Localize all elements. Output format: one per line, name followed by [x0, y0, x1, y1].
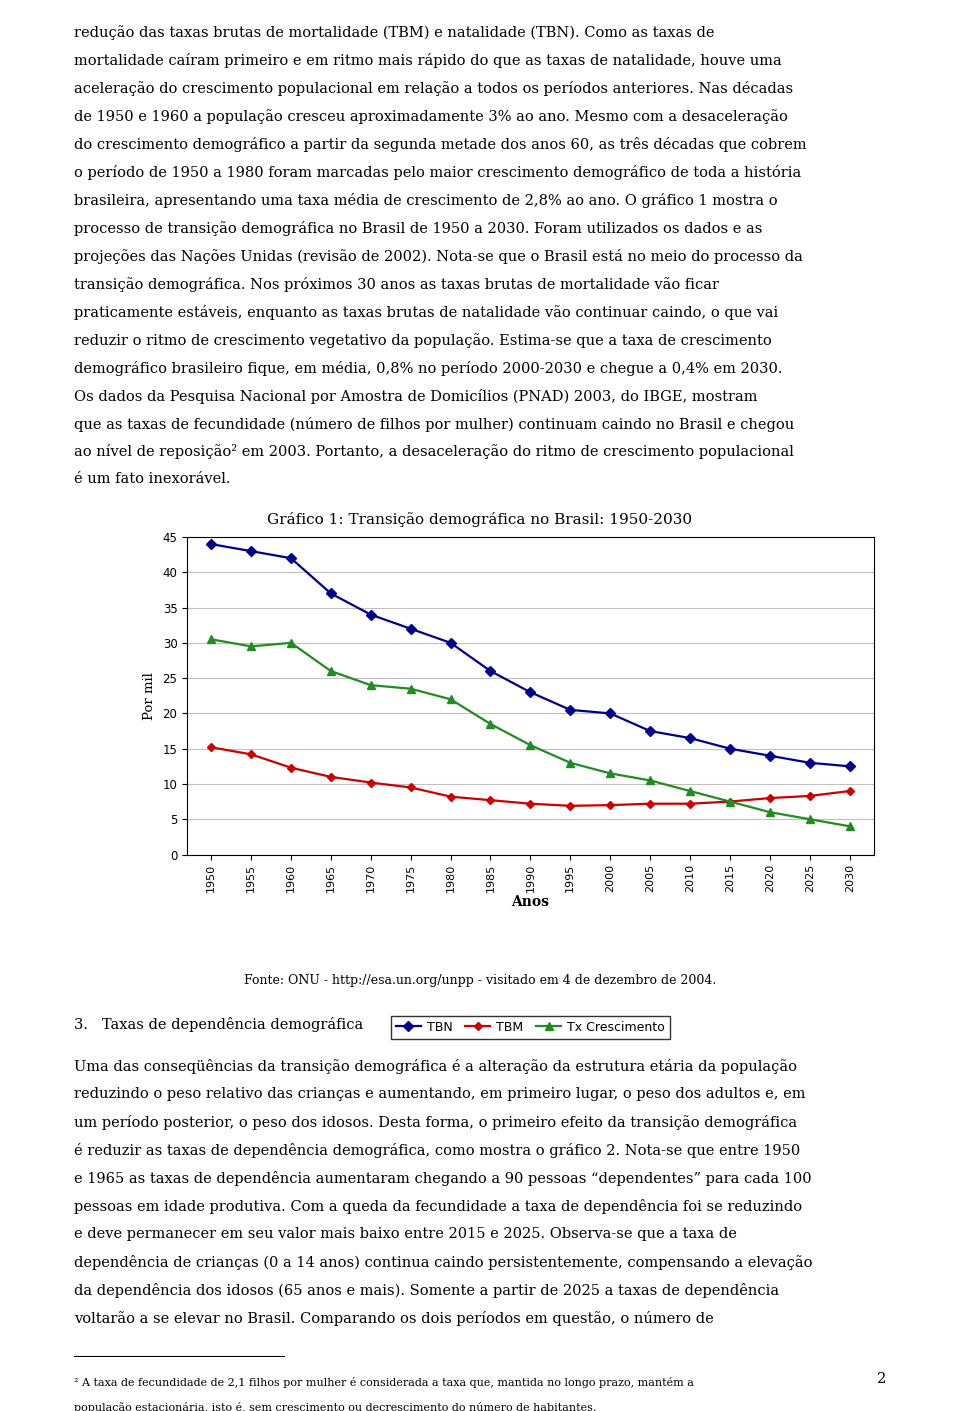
Text: transição demográfica. Nos próximos 30 anos as taxas brutas de mortalidade vão f: transição demográfica. Nos próximos 30 a…: [74, 277, 719, 292]
Text: praticamente estáveis, enquanto as taxas brutas de natalidade vão continuar cain: praticamente estáveis, enquanto as taxas…: [74, 305, 779, 320]
Text: redução das taxas brutas de mortalidade (TBM) e natalidade (TBN). Como as taxas : redução das taxas brutas de mortalidade …: [74, 25, 714, 41]
Text: população estacionária, isto é, sem crescimento ou decrescimento do número de ha: população estacionária, isto é, sem cres…: [74, 1403, 596, 1411]
Text: projeções das Nações Unidas (revisão de 2002). Nota-se que o Brasil está no meio: projeções das Nações Unidas (revisão de …: [74, 248, 803, 264]
Text: é um fato inexorável.: é um fato inexorável.: [74, 473, 230, 487]
Text: um período posterior, o peso dos idosos. Desta forma, o primeiro efeito da trans: um período posterior, o peso dos idosos.…: [74, 1115, 797, 1130]
Text: processo de transição demográfica no Brasil de 1950 a 2030. Foram utilizados os : processo de transição demográfica no Bra…: [74, 222, 762, 236]
Text: da dependência dos idosos (65 anos e mais). Somente a partir de 2025 a taxas de : da dependência dos idosos (65 anos e mai…: [74, 1283, 780, 1298]
Text: mortalidade caíram primeiro e em ritmo mais rápido do que as taxas de natalidade: mortalidade caíram primeiro e em ritmo m…: [74, 54, 781, 68]
Legend: TBN, TBM, Tx Crescimento: TBN, TBM, Tx Crescimento: [391, 1016, 670, 1038]
Text: reduzindo o peso relativo das crianças e aumentando, em primeiro lugar, o peso d: reduzindo o peso relativo das crianças e…: [74, 1086, 805, 1101]
Text: e 1965 as taxas de dependência aumentaram chegando a 90 pessoas “dependentes” pa: e 1965 as taxas de dependência aumentara…: [74, 1171, 811, 1185]
Text: Gráfico 1: Transição demográfica no Brasil: 1950-2030: Gráfico 1: Transição demográfica no Bras…: [268, 512, 692, 526]
Text: ² A taxa de fecundidade de 2,1 filhos por mulher é considerada a taxa que, manti: ² A taxa de fecundidade de 2,1 filhos po…: [74, 1377, 694, 1387]
Text: Fonte: ONU - http://esa.un.org/unpp - visitado em 4 de dezembro de 2004.: Fonte: ONU - http://esa.un.org/unpp - vi…: [244, 975, 716, 988]
Y-axis label: Por mil: Por mil: [143, 672, 156, 720]
Text: Uma das conseqüências da transição demográfica é a alteração da estrutura etária: Uma das conseqüências da transição demog…: [74, 1060, 797, 1074]
Text: de 1950 e 1960 a população cresceu aproximadamente 3% ao ano. Mesmo com a desace: de 1950 e 1960 a população cresceu aprox…: [74, 109, 788, 124]
Text: pessoas em idade produtiva. Com a queda da fecundidade a taxa de dependência foi: pessoas em idade produtiva. Com a queda …: [74, 1199, 802, 1213]
Text: ao nível de reposição² em 2003. Portanto, a desaceleração do ritmo de cresciment: ao nível de reposição² em 2003. Portanto…: [74, 444, 794, 460]
Text: 2: 2: [876, 1371, 886, 1386]
Text: 3.   Taxas de dependência demográfica: 3. Taxas de dependência demográfica: [74, 1017, 363, 1031]
Text: reduzir o ritmo de crescimento vegetativo da população. Estima-se que a taxa de : reduzir o ritmo de crescimento vegetativ…: [74, 333, 772, 347]
Text: é reduzir as taxas de dependência demográfica, como mostra o gráfico 2. Nota-se : é reduzir as taxas de dependência demogr…: [74, 1143, 801, 1158]
Text: voltarão a se elevar no Brasil. Comparando os dois períodos em questão, o número: voltarão a se elevar no Brasil. Comparan…: [74, 1311, 713, 1325]
Text: do crescimento demográfico a partir da segunda metade dos anos 60, as três décad: do crescimento demográfico a partir da s…: [74, 137, 806, 152]
Text: brasileira, apresentando uma taxa média de crescimento de 2,8% ao ano. O gráfico: brasileira, apresentando uma taxa média …: [74, 193, 778, 207]
Text: que as taxas de fecundidade (número de filhos por mulher) continuam caindo no Br: que as taxas de fecundidade (número de f…: [74, 416, 794, 432]
Text: dependência de crianças (0 a 14 anos) continua caindo persistentemente, compensa: dependência de crianças (0 a 14 anos) co…: [74, 1254, 812, 1270]
Text: e deve permanecer em seu valor mais baixo entre 2015 e 2025. Observa-se que a ta: e deve permanecer em seu valor mais baix…: [74, 1226, 736, 1240]
X-axis label: Anos: Anos: [512, 895, 549, 909]
Text: aceleração do crescimento populacional em relação a todos os períodos anteriores: aceleração do crescimento populacional e…: [74, 82, 793, 96]
Text: Os dados da Pesquisa Nacional por Amostra de Domicílios (PNAD) 2003, do IBGE, mo: Os dados da Pesquisa Nacional por Amostr…: [74, 388, 757, 404]
Text: demográfico brasileiro fique, em média, 0,8% no período 2000-2030 e chegue a 0,4: demográfico brasileiro fique, em média, …: [74, 361, 782, 375]
Text: o período de 1950 a 1980 foram marcadas pelo maior crescimento demográfico de to: o período de 1950 a 1980 foram marcadas …: [74, 165, 802, 181]
